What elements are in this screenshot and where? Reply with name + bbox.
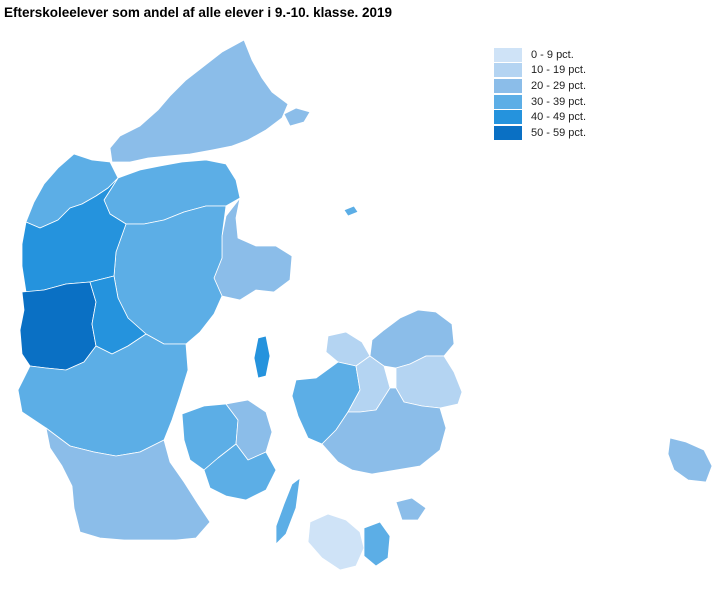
- legend-swatch: [494, 78, 522, 93]
- region-north-jutland: [109, 39, 289, 163]
- legend-item: 10 - 19 pct.: [494, 63, 586, 79]
- region-copenhagen-area: [395, 355, 463, 409]
- region-djursland: [213, 197, 293, 301]
- legend-item: 0 - 9 pct.: [494, 47, 586, 63]
- legend-label: 10 - 19 pct.: [531, 64, 587, 77]
- legend-swatch: [494, 125, 522, 140]
- legend-item: 50 - 59 pct.: [494, 125, 586, 141]
- legend-item: 20 - 29 pct.: [494, 78, 586, 94]
- map-title: Efterskoleelever som andel af alle eleve…: [4, 5, 392, 20]
- region-bornholm: [667, 437, 713, 483]
- legend-label: 40 - 49 pct.: [531, 111, 587, 124]
- region-sonderjylland-west: [45, 427, 211, 541]
- region-tasinge: [203, 443, 277, 501]
- legend-swatch: [494, 110, 522, 125]
- legend-item: 40 - 49 pct.: [494, 109, 586, 125]
- region-falster: [363, 521, 391, 567]
- legend-swatch: [494, 63, 522, 78]
- region-zealand-south: [321, 387, 447, 475]
- region-laeso: [283, 107, 311, 127]
- region-lolland: [307, 513, 365, 571]
- legend: 0 - 9 pct. 10 - 19 pct. 20 - 29 pct. 30 - 3…: [494, 47, 586, 141]
- legend-swatch: [494, 47, 522, 62]
- legend-label: 30 - 39 pct.: [531, 95, 587, 108]
- region-anholt: [343, 205, 359, 217]
- region-ringkobing-skjern: [19, 281, 97, 371]
- region-mon: [395, 497, 427, 521]
- region-samso: [253, 335, 271, 379]
- legend-swatch: [494, 94, 522, 109]
- legend-label: 0 - 9 pct.: [531, 48, 574, 61]
- region-langeland: [275, 477, 301, 545]
- legend-label: 20 - 29 pct.: [531, 79, 587, 92]
- legend-item: 30 - 39 pct.: [494, 94, 586, 110]
- legend-label: 50 - 59 pct.: [531, 126, 587, 139]
